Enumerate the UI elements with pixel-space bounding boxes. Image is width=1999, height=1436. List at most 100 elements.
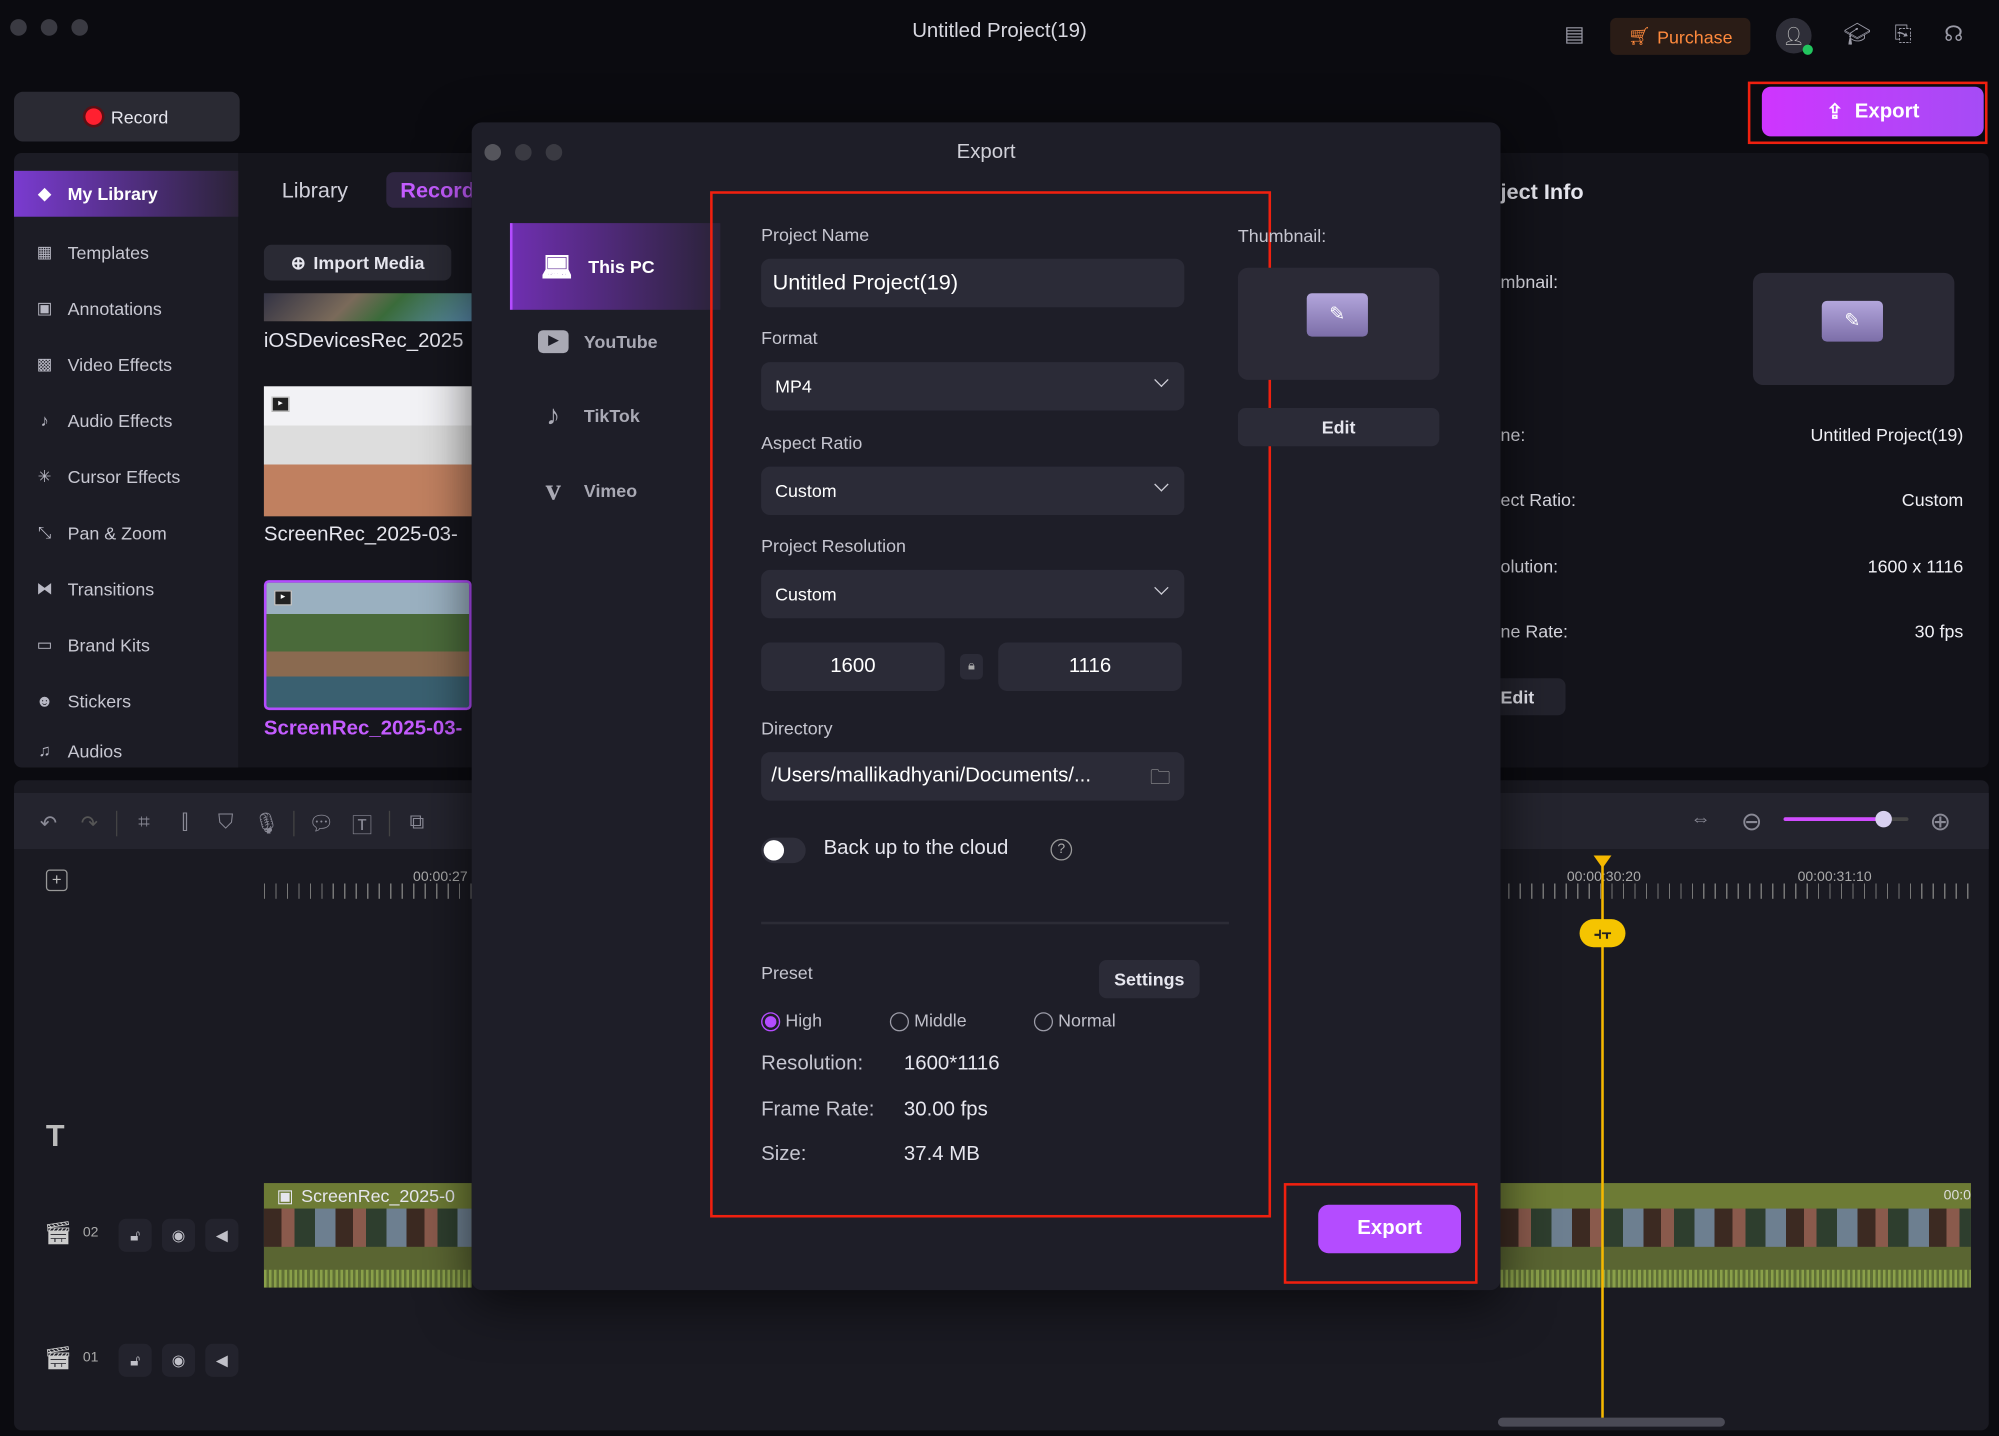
format-select[interactable]: MP4 [761,362,1185,411]
video-track-icon: 🎬︎ [43,1220,73,1246]
preset-radio-high[interactable]: High [761,1010,822,1032]
import-media-button[interactable]: ⊕ Import Media [263,244,452,281]
sidebar-item-brand-kits[interactable]: ▭ Brand Kits [14,622,238,668]
timeline-clip[interactable]: 00:0 [1500,1183,1971,1288]
zoom-slider[interactable] [1783,810,1909,828]
highlight-box [710,191,1272,1218]
window-maximize-button[interactable] [71,19,88,36]
project-resolution-select[interactable]: Custom [761,569,1185,619]
graduation-cap-icon[interactable]: 🎓︎ [1843,21,1871,46]
notes-icon[interactable]: ▤ [1564,21,1585,46]
settings-button[interactable]: Settings [1098,959,1200,999]
radio-icon [1033,1011,1054,1032]
info-label: olution: [1500,555,1559,577]
media-thumbnail[interactable] [263,293,472,322]
playhead-head[interactable] [1593,855,1612,869]
summary-label: Frame Rate: [761,1098,875,1121]
sidebar-item-audios[interactable]: ♫ Audios [14,734,238,767]
cloud-backup-toggle[interactable] [761,837,806,864]
microphone-icon[interactable]: 🎙︎ [253,813,280,836]
clip-header: 00:0 [1500,1183,1971,1209]
zoom-in-icon[interactable]: ⊕ [1929,808,1952,837]
video-track-icon: 🎬︎ [43,1344,73,1371]
speaker-icon[interactable]: ◀ [205,1343,239,1377]
sidebar-item-pan-zoom[interactable]: ⤡ Pan & Zoom [14,510,238,556]
lock-icon[interactable]: 🔓︎ [118,1343,152,1377]
tab-library[interactable]: Library [281,178,348,203]
export-top-button[interactable]: ⇪ Export [1761,86,1984,137]
add-track-icon[interactable]: + [45,869,68,892]
nav-youtube[interactable]: ▶ YouTube [510,311,720,372]
record-dot-icon [85,108,102,125]
subtitle-icon[interactable]: ⧉ [409,812,425,834]
sidebar-item-annotations[interactable]: ▣ Annotations [14,286,238,332]
aspect-ratio-select[interactable]: Custom [761,466,1185,516]
video-icon: ▸ [274,590,292,606]
marker-icon[interactable]: ⛉ [217,812,234,834]
user-avatar[interactable]: 👤︎ [1775,17,1813,55]
info-edit-button[interactable]: Edit [1500,678,1566,716]
lock-icon[interactable]: 🔓︎ [118,1218,152,1252]
nav-this-pc[interactable]: 💻︎ This PC [509,223,721,310]
record-button[interactable]: Record [14,91,240,142]
dialog-close-button[interactable] [484,144,502,161]
playhead[interactable] [1601,861,1604,1423]
media-thumbnail[interactable]: ▸ [263,386,472,517]
thumbnail-preview[interactable]: ✎ [1237,267,1440,380]
clip-filmstrip [263,1208,472,1247]
eye-icon[interactable]: ◉ [161,1218,196,1252]
undo-icon[interactable]: ↶ [39,813,57,836]
help-icon[interactable]: ? [1050,838,1073,861]
tab-record[interactable]: Record [386,172,472,208]
support-headset-icon[interactable]: ☊ [1944,21,1964,46]
tiktok-icon: ♪ [546,399,561,431]
speaker-icon[interactable]: ◀ [205,1218,239,1252]
preset-radio-normal[interactable]: Normal [1033,1010,1116,1032]
window-close-button[interactable] [10,19,27,36]
fit-timeline-icon[interactable]: ⇔ [1690,808,1711,830]
zoom-slider-handle[interactable] [1875,810,1892,828]
thumbnail-edit-button[interactable]: Edit [1237,407,1440,447]
sidebar-item-cursor-effects[interactable]: ✳ Cursor Effects [14,454,238,500]
ruler-tick-label: 00:00:30:20 [1566,869,1641,885]
sidebar-item-stickers[interactable]: ☻ Stickers [14,678,238,724]
window-minimize-button[interactable] [40,19,58,36]
sidebar-item-my-library[interactable]: ◆ My Library [14,170,239,217]
media-thumbnail-selected[interactable]: ▸ [263,580,472,711]
nav-vimeo[interactable]: v Vimeo [510,460,720,521]
timeline-ruler[interactable] [263,883,472,899]
width-input[interactable]: 1600 [761,642,945,691]
feedback-icon[interactable]: ⎘ [1894,21,1912,46]
sidebar-item-video-effects[interactable]: ▩ Video Effects [14,342,238,388]
audios-icon: ♫ [38,740,51,760]
height-input[interactable]: 1116 [998,642,1182,691]
sidebar-item-transitions[interactable]: ⧓ Transitions [14,566,238,612]
cursor-effects-icon: ✳ [37,466,52,486]
folder-icon[interactable]: 🗀 [1149,767,1171,790]
split-marker-icon[interactable]: ⫞⫟ [1579,919,1626,948]
eye-icon[interactable]: ◉ [161,1343,196,1377]
export-button[interactable]: Export [1318,1204,1462,1254]
crop-icon[interactable]: ⌗ [138,812,150,834]
text-box-icon[interactable]: 🅃 [351,815,373,838]
caption-icon[interactable]: 💬︎ [308,813,335,836]
redo-icon[interactable]: ↷ [80,813,98,836]
preset-radio-middle[interactable]: Middle [889,1010,967,1032]
timeline-ruler[interactable] [1508,883,1973,899]
timeline-clip[interactable]: ▣ ScreenRec_2025-0 [263,1183,472,1288]
nav-tiktok[interactable]: ♪ TikTok [510,385,720,446]
sidebar-item-label: Stickers [67,690,132,712]
lock-aspect-icon[interactable]: 🔒︎ [959,654,983,680]
sidebar-item-templates[interactable]: ▦ Templates [14,229,238,275]
sidebar-item-audio-effects[interactable]: ♪ Audio Effects [14,398,238,444]
purchase-button[interactable]: 🛒︎ Purchase [1610,17,1751,55]
zoom-out-icon[interactable]: ⊖ [1740,808,1763,837]
timeline-scrollbar[interactable] [1497,1417,1725,1427]
dialog-minimize-button[interactable] [515,144,532,161]
dialog-maximize-button[interactable] [545,144,563,161]
split-icon[interactable]: ⫿ [181,812,189,834]
directory-input[interactable]: /Users/mallikadhyani/Documents/... 🗀 [761,752,1185,801]
video-effects-icon: ▩ [36,354,53,374]
project-name-input[interactable]: Untitled Project(19) [761,258,1185,308]
chevron-down-icon [1154,477,1169,492]
